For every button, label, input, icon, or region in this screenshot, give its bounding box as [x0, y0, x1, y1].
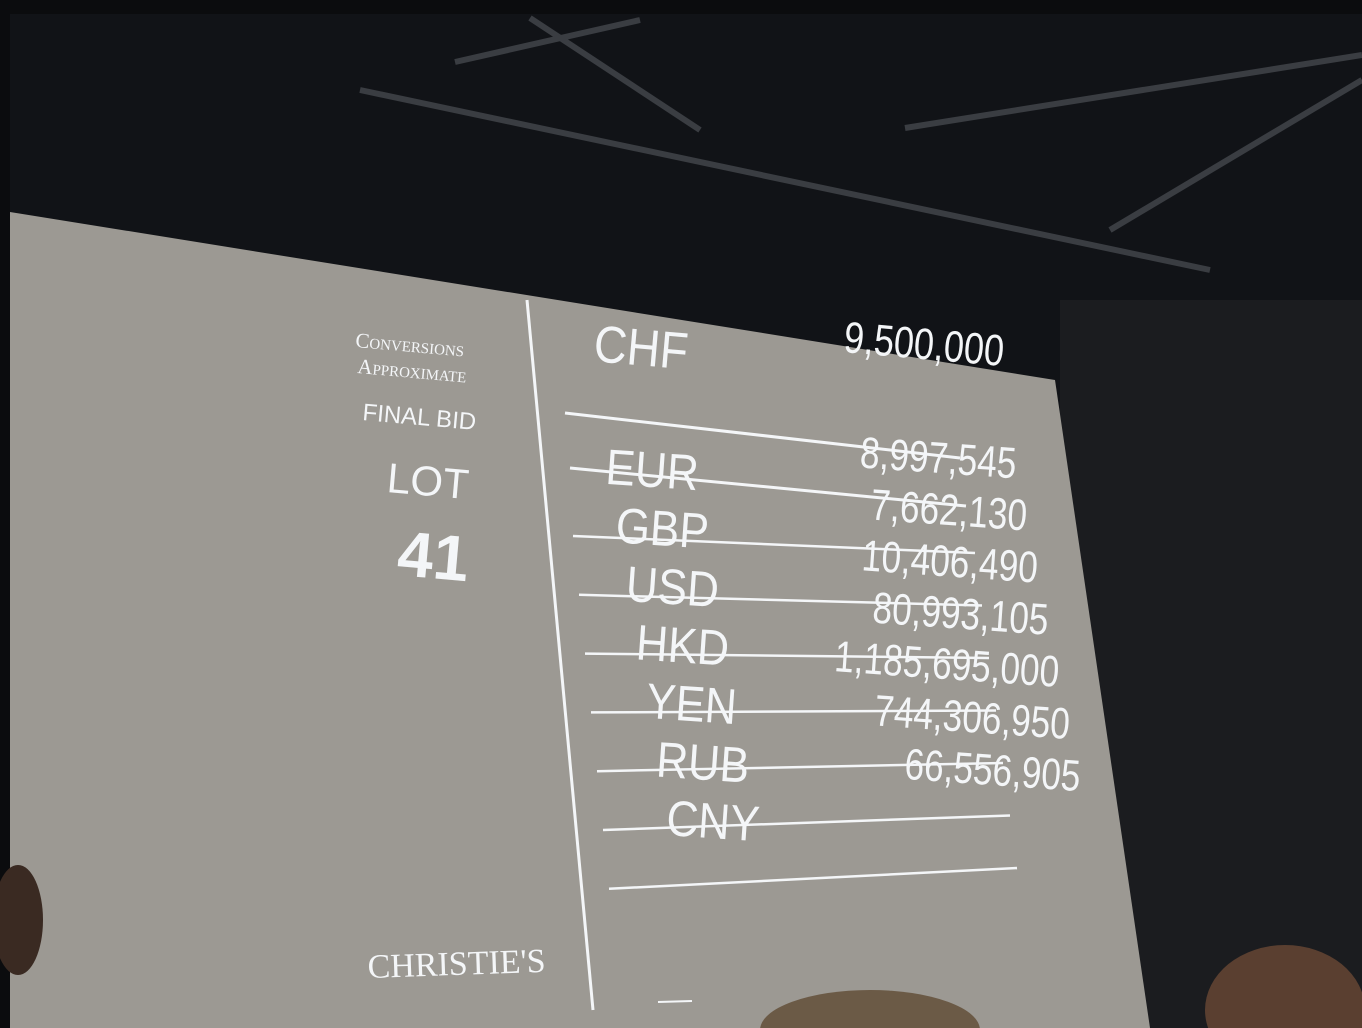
currency: EUR: [604, 438, 701, 501]
currency: GBP: [614, 497, 711, 560]
currency: YEN: [645, 672, 739, 734]
brand: CHRISTIE'S: [367, 943, 546, 986]
base-currency: CHF: [592, 316, 691, 381]
currency: CNY: [665, 789, 762, 852]
currency: RUB: [655, 731, 752, 794]
screen-mark: [658, 1001, 692, 1002]
lot-number: 41: [395, 517, 472, 595]
photo: Conversions Approximate FINAL BID LOT 41…: [0, 0, 1362, 1028]
lot-label: LOT: [385, 454, 470, 508]
currency: HKD: [634, 614, 731, 677]
currency: USD: [624, 555, 721, 618]
